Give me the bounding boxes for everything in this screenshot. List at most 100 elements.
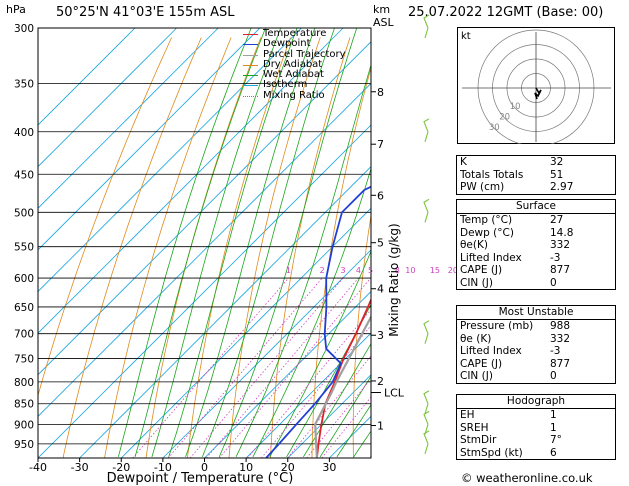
dry-adiabat-line <box>270 37 351 458</box>
table-row: CIN (J) 0 <box>457 277 615 290</box>
wind-barb <box>423 198 430 223</box>
x-axis: -40 -30 -20 -10 0 10 20 30 <box>29 458 336 474</box>
km-tick-label: 8 <box>377 86 384 99</box>
pressure-tick-label: 600 <box>14 273 34 285</box>
mixing-ratio-label: 4 <box>356 266 361 275</box>
most-unstable-table: Most Unstable Pressure (mb) 988 θe (K) 332 L… <box>456 305 616 384</box>
table-row: K 32 <box>457 156 615 169</box>
isotherm-line <box>204 290 371 458</box>
row-key: Lifted Index <box>460 345 522 357</box>
wet-adiabat-line <box>185 28 316 458</box>
mixing-ratio-label: 5 <box>368 266 373 275</box>
mixing-ratio-line <box>306 378 371 458</box>
row-value: 14.8 <box>550 226 574 239</box>
mixing-ratio-line <box>206 277 359 458</box>
wind-barb <box>423 430 430 455</box>
copyright[interactable]: © weatheronline.co.uk <box>461 471 593 485</box>
row-key: Dewp (°C) <box>460 226 514 239</box>
asl-axis-unit: ASL <box>373 16 394 29</box>
row-key: EH <box>460 409 475 421</box>
wet-adiabat-line <box>151 28 282 458</box>
table-row: CAPE (J) 877 <box>457 264 615 277</box>
isotherm-line <box>38 28 219 209</box>
table-row: Temp (°C) 27 <box>457 214 615 227</box>
table-row: Lifted Index -3 <box>457 345 615 358</box>
x-tick-label: -20 <box>112 461 130 474</box>
row-key: θe(K) <box>460 239 488 251</box>
pressure-tick-label: 950 <box>14 439 34 451</box>
row-value: 7° <box>550 434 562 446</box>
row-value: 332 <box>550 332 571 345</box>
row-key: CIN (J) <box>460 370 493 382</box>
x-tick-label: -30 <box>71 461 89 474</box>
lcl-label: LCL <box>384 387 405 400</box>
mixing-ratio-line <box>247 308 371 458</box>
row-value: 2.97 <box>550 181 574 193</box>
legend-label: Isotherm <box>263 79 308 91</box>
hodograph-table: Hodograph EH 1 SREH 1 StmDir 7° StmSpd (kt) 6 <box>456 394 616 460</box>
table-row: CAPE (J) 877 <box>457 358 615 371</box>
mixing-ratio-line <box>132 277 289 458</box>
pressure-tick-label: 900 <box>14 419 34 431</box>
mixing-ratio-label: 2 <box>320 266 325 275</box>
hodograph-kt-label: kt <box>461 31 471 42</box>
row-key: CAPE (J) <box>460 264 503 276</box>
surface-title: Surface <box>457 200 615 214</box>
mixing-ratio-label: 10 <box>405 266 415 275</box>
mixing-ratio-label: 15 <box>430 266 440 275</box>
row-key: Pressure (mb) <box>460 320 534 332</box>
hodograph-trace <box>534 87 542 100</box>
row-key: StmSpd (kt) <box>460 446 523 459</box>
x-axis-title: Dewpoint / Temperature (°C) <box>107 471 294 486</box>
km-tick-label: 6 <box>377 189 384 202</box>
legend-label: Mixing Ratio <box>263 89 325 101</box>
row-value: 51 <box>550 168 564 181</box>
isotherm-line <box>38 41 371 376</box>
isotherm-line <box>38 28 177 168</box>
legend-label: Dry Adiabat <box>263 58 323 70</box>
dry-adiabat-line <box>38 37 172 397</box>
x-tick-label: 30 <box>322 461 336 474</box>
mixing-ratio-line <box>321 396 371 458</box>
legend-swatch <box>243 95 258 97</box>
surface-table: Surface Temp (°C) 27 Dewp (°C) 14.8 θe(K) 332… <box>456 199 616 290</box>
legend-label: Wet Adiabat <box>263 69 324 81</box>
km-tick-label: 4 <box>377 283 384 296</box>
pressure-tick-label: 850 <box>14 399 34 411</box>
table-row: StmSpd (kt) 6 <box>457 447 615 460</box>
row-value: 988 <box>550 320 571 332</box>
mixing-ratio-label: 1 <box>286 266 291 275</box>
km-axis-unit: km <box>373 3 391 16</box>
mixing-ratio-line <box>287 355 371 458</box>
dry-adiabat-line <box>311 66 371 458</box>
hodograph-ring-label: 10 <box>510 102 521 112</box>
temperature-profile <box>316 297 371 458</box>
isotherm-line <box>38 28 302 293</box>
pressure-tick-label: 750 <box>14 354 34 366</box>
row-key: CIN (J) <box>460 276 493 289</box>
most-unstable-title: Most Unstable <box>457 306 615 320</box>
dewpoint-profile <box>265 185 371 458</box>
dry-adiabat-line <box>104 37 232 458</box>
legend-swatch <box>243 44 258 46</box>
right-axis-title: Mixing Ratio (g/kg) <box>387 223 401 336</box>
mixing-ratio-label: 3 <box>340 266 345 275</box>
row-key: Totals Totals <box>460 168 524 181</box>
wind-barb <box>423 118 430 142</box>
hodograph-ring-label: 30 <box>489 123 500 133</box>
pressure-tick-label: 300 <box>14 23 34 35</box>
x-tick-label: 10 <box>239 461 253 474</box>
row-value: 6 <box>550 446 557 459</box>
legend-swatch <box>243 85 258 87</box>
wet-adiabat-line <box>235 63 371 458</box>
wet-adiabat-line <box>336 404 371 458</box>
row-value: 877 <box>550 357 571 370</box>
dry-adiabat-line <box>228 37 321 458</box>
wind-barb <box>423 390 430 414</box>
table-row: EH 1 <box>457 409 615 422</box>
row-key: StmDir <box>460 434 497 446</box>
wet-adiabat-line <box>218 28 358 458</box>
isotherm-line <box>38 82 371 417</box>
wet-adiabat-line <box>201 28 335 458</box>
pressure-tick-label: 350 <box>14 79 34 91</box>
